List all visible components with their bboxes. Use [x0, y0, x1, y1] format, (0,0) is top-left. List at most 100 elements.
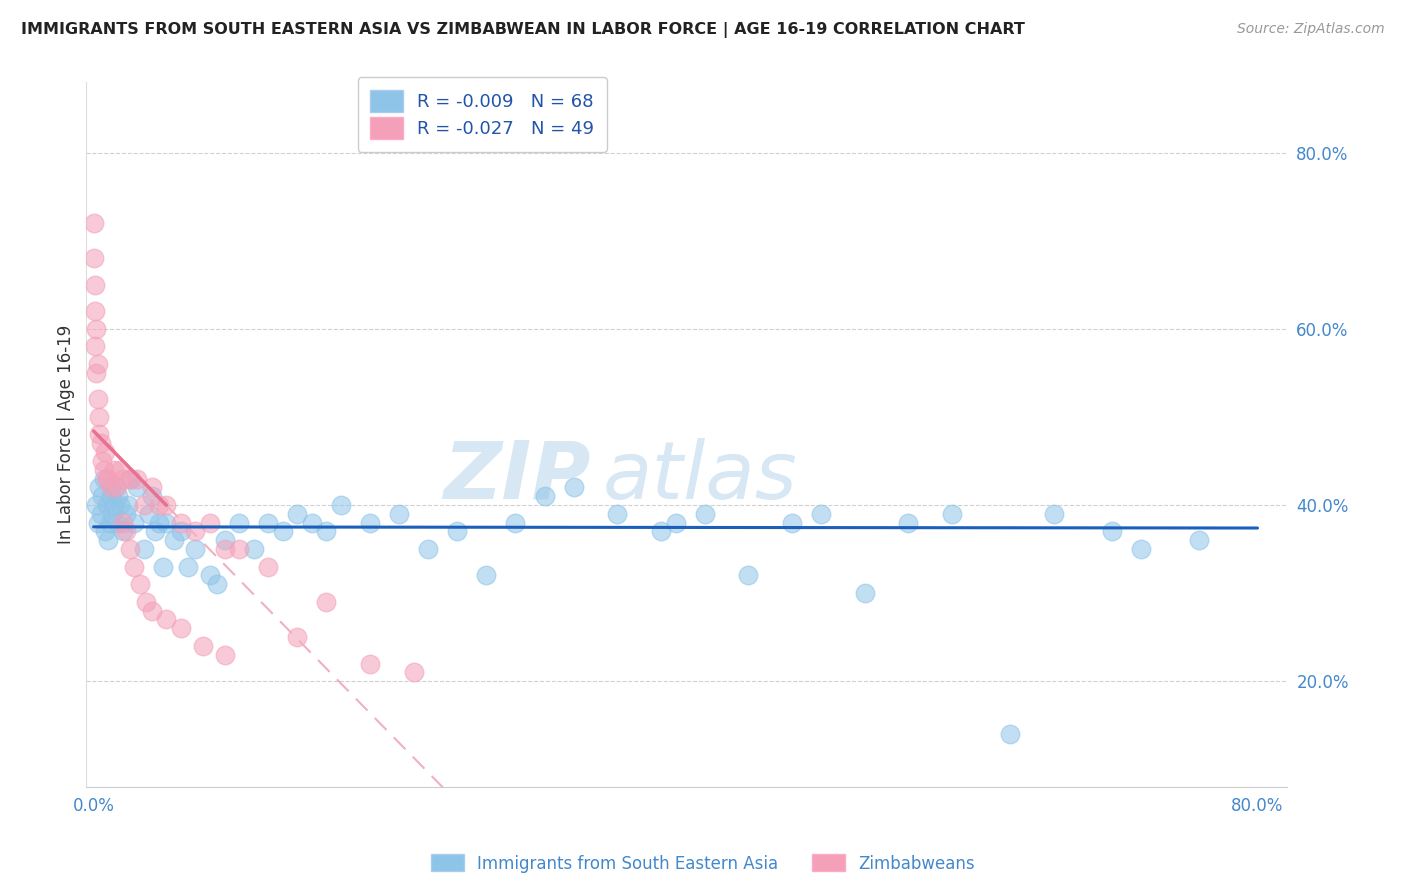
Text: atlas: atlas — [602, 438, 797, 516]
Point — [301, 516, 323, 530]
Point — [86, 498, 108, 512]
Point — [127, 471, 149, 485]
Point — [84, 277, 107, 292]
Point — [257, 559, 280, 574]
Point — [271, 524, 294, 539]
Point — [184, 524, 207, 539]
Point — [198, 516, 221, 530]
Point — [86, 366, 108, 380]
Point — [87, 516, 110, 530]
Legend: R = -0.009   N = 68, R = -0.027   N = 49: R = -0.009 N = 68, R = -0.027 N = 49 — [357, 77, 607, 152]
Point — [105, 480, 128, 494]
Point — [94, 524, 117, 539]
Point — [329, 498, 352, 512]
Point — [114, 524, 136, 539]
Point — [1130, 541, 1153, 556]
Point — [97, 533, 120, 548]
Point — [359, 657, 381, 671]
Point — [135, 595, 157, 609]
Text: IMMIGRANTS FROM SOUTH EASTERN ASIA VS ZIMBABWEAN IN LABOR FORCE | AGE 16-19 CORR: IMMIGRANTS FROM SOUTH EASTERN ASIA VS ZI… — [21, 22, 1025, 38]
Point — [107, 489, 129, 503]
Point — [117, 498, 139, 512]
Point — [1043, 507, 1066, 521]
Y-axis label: In Labor Force | Age 16-19: In Labor Force | Age 16-19 — [58, 325, 75, 544]
Point — [152, 559, 174, 574]
Point — [446, 524, 468, 539]
Point — [1188, 533, 1211, 548]
Point — [897, 516, 920, 530]
Point — [103, 463, 125, 477]
Point — [118, 541, 141, 556]
Point — [650, 524, 672, 539]
Point — [90, 507, 112, 521]
Point — [90, 436, 112, 450]
Point — [998, 727, 1021, 741]
Point — [214, 533, 236, 548]
Point — [93, 471, 115, 485]
Point — [285, 630, 308, 644]
Point — [170, 621, 193, 635]
Point — [141, 480, 163, 494]
Point — [124, 559, 146, 574]
Point — [780, 516, 803, 530]
Point — [129, 577, 152, 591]
Point — [108, 463, 131, 477]
Point — [198, 568, 221, 582]
Point — [693, 507, 716, 521]
Point — [104, 480, 127, 494]
Point — [111, 524, 134, 539]
Text: ZIP: ZIP — [443, 438, 591, 516]
Point — [118, 471, 141, 485]
Point — [664, 516, 686, 530]
Point — [207, 577, 229, 591]
Point — [170, 516, 193, 530]
Point — [103, 498, 125, 512]
Point — [148, 498, 170, 512]
Point — [155, 516, 177, 530]
Point — [96, 498, 118, 512]
Point — [86, 322, 108, 336]
Point — [111, 516, 134, 530]
Point — [388, 507, 411, 521]
Point — [127, 480, 149, 494]
Point — [214, 541, 236, 556]
Point — [170, 524, 193, 539]
Point — [96, 471, 118, 485]
Point — [100, 489, 122, 503]
Legend: Immigrants from South Eastern Asia, Zimbabweans: Immigrants from South Eastern Asia, Zimb… — [425, 847, 981, 880]
Point — [89, 409, 111, 424]
Point — [533, 489, 555, 503]
Point — [138, 507, 160, 521]
Point — [83, 216, 105, 230]
Point — [228, 541, 250, 556]
Point — [257, 516, 280, 530]
Point — [155, 612, 177, 626]
Point — [120, 471, 142, 485]
Point — [359, 516, 381, 530]
Point — [91, 489, 114, 503]
Point — [418, 541, 440, 556]
Point — [941, 507, 963, 521]
Point — [105, 516, 128, 530]
Point — [214, 648, 236, 662]
Point — [228, 516, 250, 530]
Point — [101, 507, 124, 521]
Point — [89, 427, 111, 442]
Point — [91, 454, 114, 468]
Point — [810, 507, 832, 521]
Point — [162, 533, 184, 548]
Point — [84, 339, 107, 353]
Point — [98, 516, 121, 530]
Point — [87, 392, 110, 407]
Point — [285, 507, 308, 521]
Point — [505, 516, 527, 530]
Point — [315, 524, 337, 539]
Point — [84, 304, 107, 318]
Point — [562, 480, 585, 494]
Point — [242, 541, 264, 556]
Point — [114, 507, 136, 521]
Point — [148, 516, 170, 530]
Point — [475, 568, 498, 582]
Point — [100, 480, 122, 494]
Point — [606, 507, 628, 521]
